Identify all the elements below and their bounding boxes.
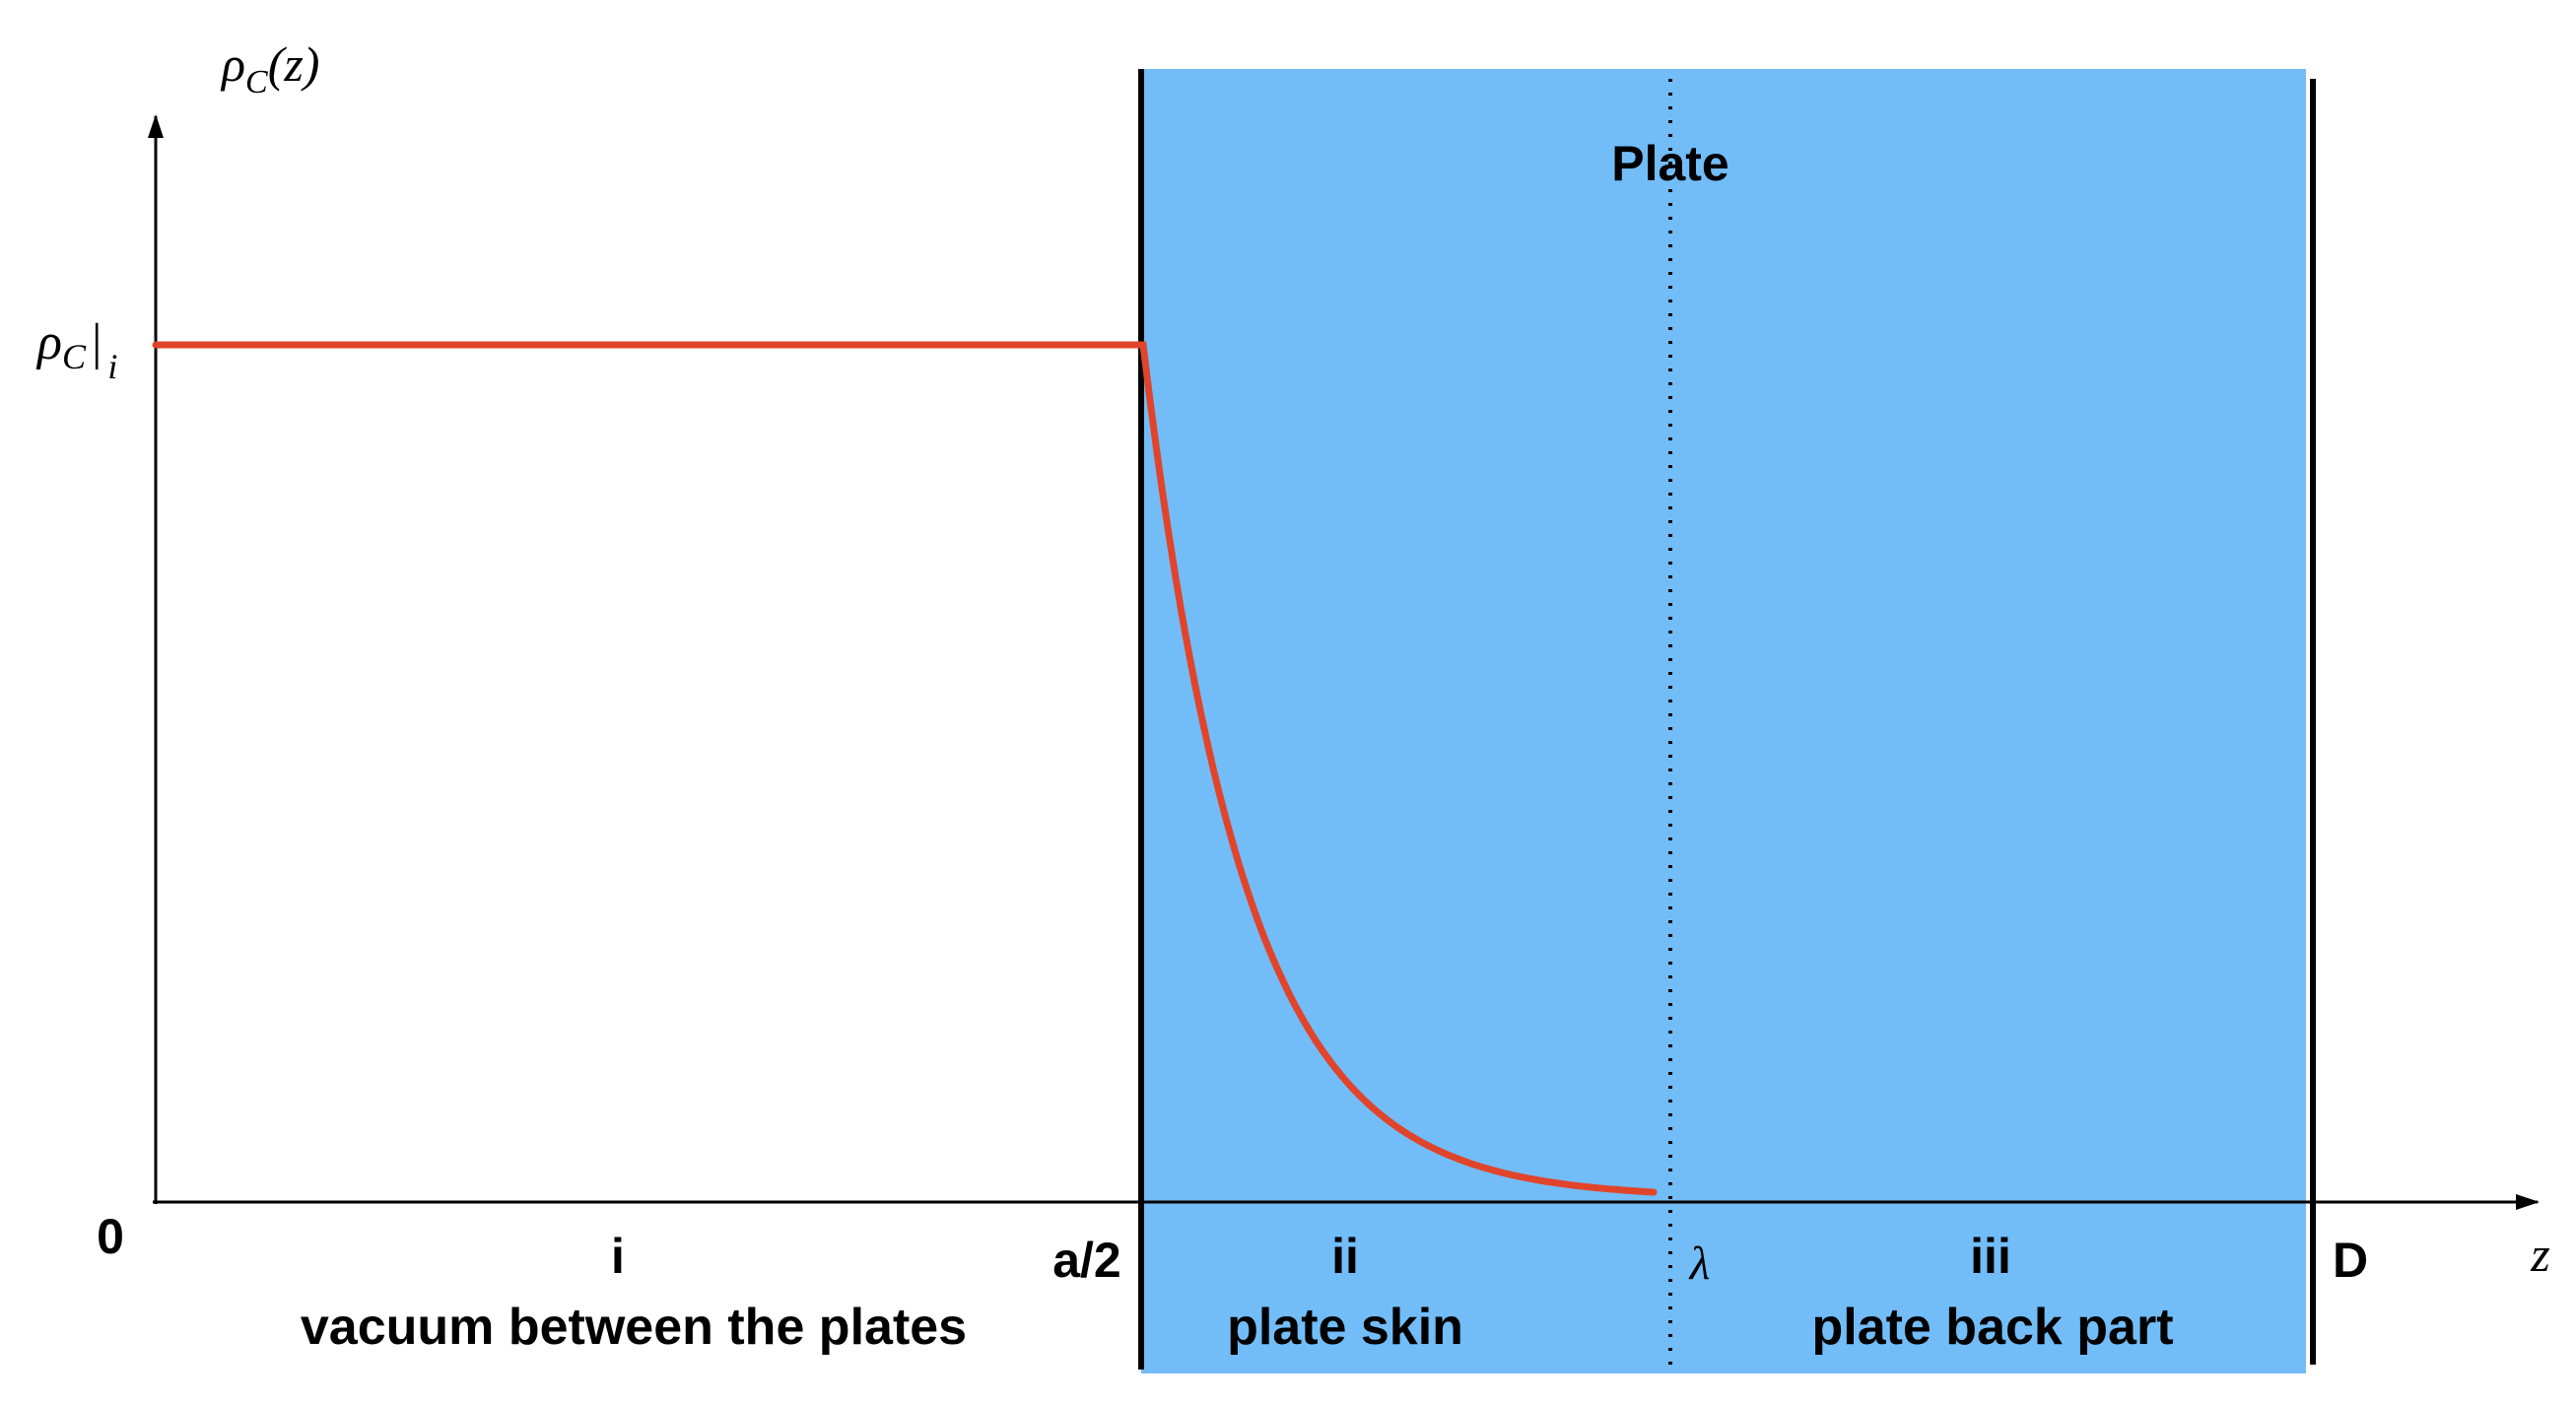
y-axis-argument: (z) [268,36,320,92]
region-vacuum-numeral: i [611,1229,625,1284]
level-symbol: ρ [35,314,62,370]
tick-skin-depth: λ [1688,1238,1711,1290]
region-skin-numeral: ii [1331,1229,1359,1284]
y-axis-symbol: ρ [220,36,245,92]
level-subscript: C [62,337,87,376]
tick-origin: 0 [97,1209,124,1264]
level-label: ρC | i [35,314,117,386]
region-skin-description: plate skin [1227,1299,1463,1356]
level-index: i [107,347,117,386]
tick-thickness: D [2333,1233,2368,1288]
region-vacuum-description: vacuum between the plates [301,1299,967,1356]
level-bar: | [92,314,102,370]
y-axis-subscript: C [245,64,268,100]
density-curve [152,341,1658,1196]
x-axis-label: z [2530,1227,2549,1282]
y-axis-label: ρC(z) [220,36,319,100]
region-back-description: plate back part [1811,1299,2173,1356]
region-back-numeral: iii [1970,1229,2011,1284]
plate-region [1141,69,2306,1373]
tick-half-gap: a/2 [1052,1233,1121,1288]
